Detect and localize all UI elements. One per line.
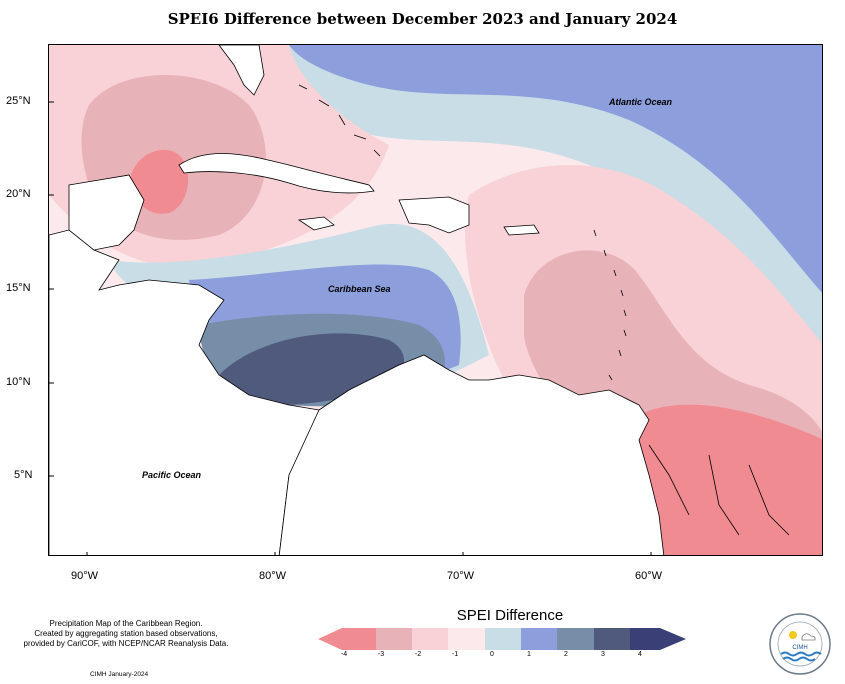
map-panel bbox=[48, 44, 823, 556]
legend-swatch-gt-4 bbox=[630, 628, 686, 650]
ocean-label-atlantic: Atlantic Ocean bbox=[609, 97, 673, 107]
legend-swatch-2-3 bbox=[557, 628, 594, 650]
land-cuba bbox=[178, 153, 375, 194]
land-yucatan bbox=[68, 174, 145, 251]
map-canvas bbox=[49, 45, 822, 555]
lon-tick-label: 70°W bbox=[447, 570, 475, 582]
legend-swatch-1-2 bbox=[521, 628, 557, 650]
band-negative-3-4-nw bbox=[131, 149, 189, 214]
map-description: Precipitation Map of the Caribbean Regio… bbox=[10, 619, 242, 649]
land-guianas-borders bbox=[648, 444, 790, 536]
legend-swatch-minus3-minus2 bbox=[376, 628, 412, 650]
land-jamaica bbox=[297, 216, 335, 231]
band-negative-3-4-east bbox=[637, 404, 822, 555]
legend-tick-label: 2 bbox=[564, 651, 568, 658]
lat-tick-label: 20°N bbox=[6, 188, 31, 200]
legend-tick-label: 0 bbox=[490, 651, 494, 658]
legend-swatch-3-4 bbox=[594, 628, 630, 650]
legend-tick-label: -4 bbox=[340, 651, 348, 658]
description-line: Created by aggregating station based obs… bbox=[34, 629, 218, 638]
land-bahamas bbox=[298, 84, 381, 157]
legend-swatch-minus1-0 bbox=[448, 628, 485, 650]
lat-tick-label: 10°N bbox=[6, 376, 31, 388]
legend-tick-label: -1 bbox=[451, 651, 459, 658]
lat-tick-label: 15°N bbox=[6, 282, 31, 294]
legend-swatch-minus2-minus1 bbox=[412, 628, 448, 650]
description-line: provided by CariCOF, with NCEP/NCAR Rean… bbox=[23, 639, 229, 648]
legend-colorbar bbox=[318, 628, 686, 650]
map-axis-ticks bbox=[49, 101, 652, 555]
legend-tick-label: -3 bbox=[377, 651, 385, 658]
legend-tick-label: 3 bbox=[601, 651, 605, 658]
legend-swatch-lt-minus3 bbox=[318, 628, 376, 650]
legend-swatch-0-1 bbox=[485, 628, 521, 650]
description-line: Precipitation Map of the Caribbean Regio… bbox=[49, 619, 203, 628]
map-title: SPEI6 Difference between December 2023 a… bbox=[167, 10, 678, 28]
land-puerto-rico bbox=[503, 224, 540, 236]
land-florida bbox=[218, 45, 265, 96]
land-lesser-antilles bbox=[593, 229, 627, 381]
legend-tick-label: 1 bbox=[527, 651, 531, 658]
lat-tick-label: 25°N bbox=[6, 95, 31, 107]
legend-title: SPEI Difference bbox=[456, 607, 564, 624]
lat-tick-label: 5°N bbox=[14, 469, 33, 481]
land-south-america bbox=[278, 354, 665, 555]
cimh-logo-icon: CIMH bbox=[769, 613, 831, 675]
logo-text: CIMH bbox=[792, 645, 807, 651]
ocean-label-pacific: Pacific Ocean bbox=[142, 470, 202, 480]
lon-tick-label: 80°W bbox=[259, 570, 287, 582]
legend-tick-label: 4 bbox=[638, 651, 642, 658]
lon-tick-label: 60°W bbox=[635, 570, 663, 582]
lon-tick-label: 90°W bbox=[71, 570, 99, 582]
legend-tick-label: -2 bbox=[414, 651, 422, 658]
credit-text: CIMH January-2024 bbox=[90, 671, 149, 678]
land-hispaniola bbox=[398, 196, 470, 234]
ocean-label-caribbean: Caribbean Sea bbox=[328, 284, 391, 294]
band-positive-1-2-atlantic bbox=[289, 45, 822, 293]
